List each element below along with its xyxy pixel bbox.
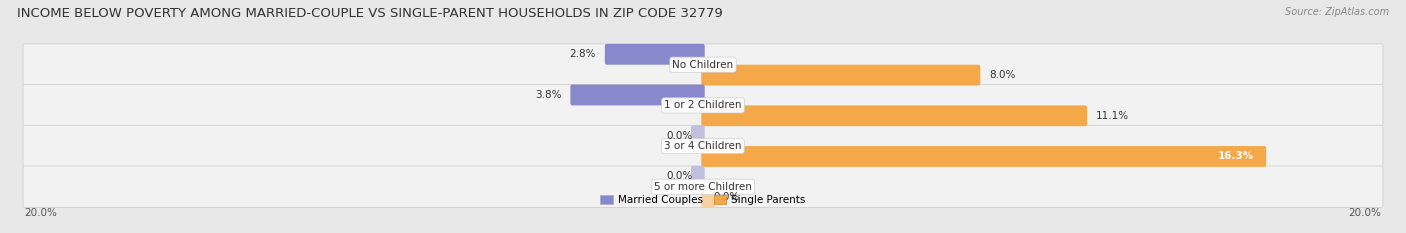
Text: 0.0%: 0.0%	[666, 131, 693, 141]
FancyBboxPatch shape	[690, 125, 704, 146]
FancyBboxPatch shape	[22, 44, 1384, 86]
Text: 16.3%: 16.3%	[1218, 151, 1254, 161]
Text: 0.0%: 0.0%	[666, 171, 693, 181]
Text: No Children: No Children	[672, 60, 734, 70]
FancyBboxPatch shape	[702, 65, 980, 86]
FancyBboxPatch shape	[605, 44, 704, 65]
FancyBboxPatch shape	[702, 105, 1087, 126]
Text: 20.0%: 20.0%	[1348, 208, 1382, 218]
FancyBboxPatch shape	[22, 85, 1384, 126]
Text: 1 or 2 Children: 1 or 2 Children	[664, 100, 742, 110]
FancyBboxPatch shape	[690, 166, 704, 187]
Text: 3.8%: 3.8%	[536, 90, 562, 100]
Text: INCOME BELOW POVERTY AMONG MARRIED-COUPLE VS SINGLE-PARENT HOUSEHOLDS IN ZIP COD: INCOME BELOW POVERTY AMONG MARRIED-COUPL…	[17, 7, 723, 20]
FancyBboxPatch shape	[702, 187, 716, 208]
FancyBboxPatch shape	[702, 146, 1267, 167]
FancyBboxPatch shape	[22, 166, 1384, 208]
Text: 0.0%: 0.0%	[713, 192, 740, 202]
Text: 8.0%: 8.0%	[988, 70, 1015, 80]
FancyBboxPatch shape	[571, 85, 704, 105]
Text: 3 or 4 Children: 3 or 4 Children	[664, 141, 742, 151]
Text: 11.1%: 11.1%	[1095, 111, 1129, 121]
Text: Source: ZipAtlas.com: Source: ZipAtlas.com	[1285, 7, 1389, 17]
FancyBboxPatch shape	[22, 125, 1384, 167]
Text: 5 or more Children: 5 or more Children	[654, 182, 752, 192]
Text: 20.0%: 20.0%	[24, 208, 58, 218]
Legend: Married Couples, Single Parents: Married Couples, Single Parents	[596, 191, 810, 209]
Text: 2.8%: 2.8%	[569, 49, 596, 59]
